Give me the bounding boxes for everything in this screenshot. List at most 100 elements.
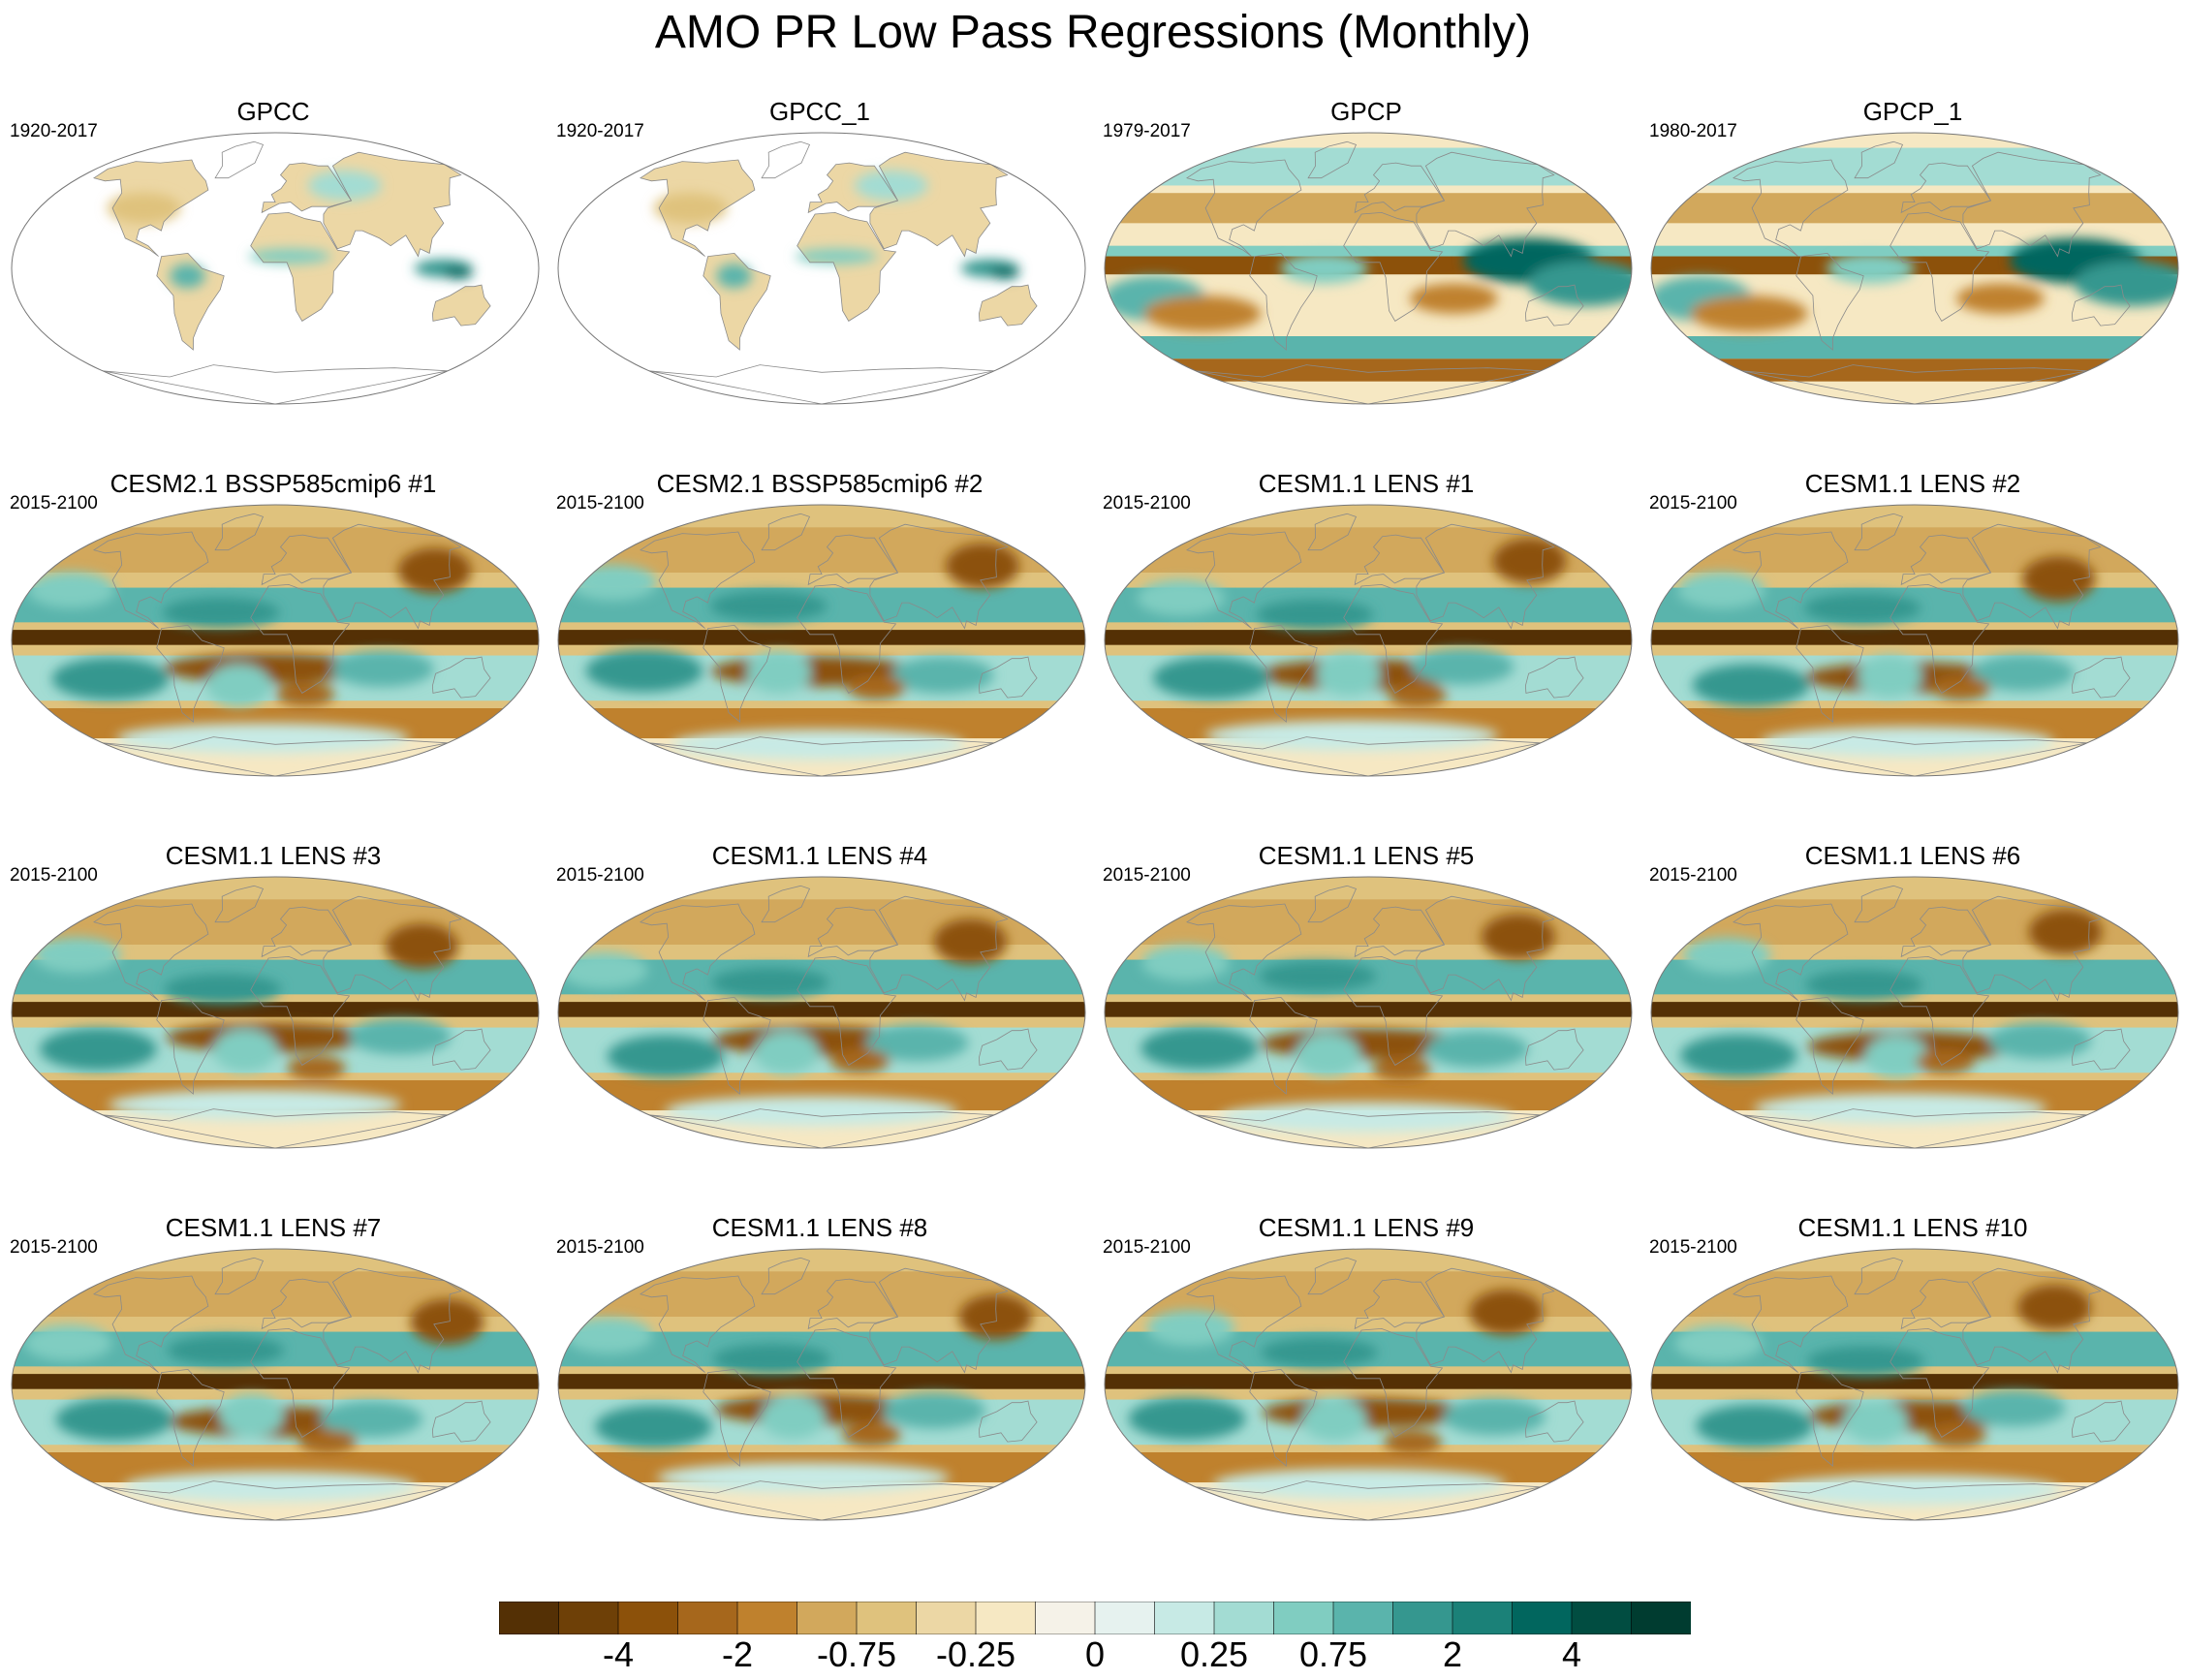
coastline-northAmerica — [640, 531, 756, 629]
coastline-africa — [796, 1327, 897, 1438]
colorbar-swatch — [975, 1602, 1037, 1634]
coastline-australia — [978, 1400, 1038, 1443]
panel-period: 2015-2100 — [556, 493, 644, 513]
map-panel: CESM1.1 LENS #5 2015-2100 — [1093, 841, 1640, 1199]
colorbar-swatch — [1571, 1602, 1633, 1634]
colorbar-swatch — [856, 1602, 918, 1634]
equatorial-band — [558, 630, 1085, 645]
coastline-greenland — [214, 885, 265, 923]
land-field-australia — [432, 285, 491, 327]
coastline-europe — [261, 906, 353, 958]
world-map — [11, 132, 540, 405]
coastline-northAmerica — [93, 1275, 209, 1373]
coastline-antarctica — [648, 1480, 995, 1520]
coastline-northAmerica — [1186, 903, 1302, 1001]
coastline-australia — [1524, 1028, 1584, 1071]
coastline-asia — [869, 523, 1009, 630]
map-panel: CESM1.1 LENS #4 2015-2100 — [546, 841, 1093, 1199]
coastline-europe — [261, 162, 353, 214]
coastline-southAmerica — [1796, 252, 1864, 351]
southern-ocean-band — [1651, 336, 2178, 359]
coastline-europe — [807, 534, 899, 586]
north-band — [1651, 1271, 2178, 1317]
world-map — [1104, 132, 1633, 405]
coastline-southAmerica — [1796, 624, 1864, 723]
panel-period: 2015-2100 — [1649, 1237, 1737, 1258]
coastline-greenland — [1307, 513, 1358, 551]
world-map — [557, 504, 1086, 777]
coastline-greenland — [1307, 1257, 1358, 1295]
coastline-northAmerica — [1733, 1275, 1849, 1373]
coastline-antarctica — [1741, 364, 2088, 404]
coastline-antarctica — [1741, 1480, 2088, 1520]
coastline-antarctica — [102, 1480, 449, 1520]
colorbar-swatch — [677, 1602, 738, 1634]
map-panel: CESM1.1 LENS #9 2015-2100 — [1093, 1213, 1640, 1571]
world-map — [1650, 132, 2179, 405]
equatorial-band — [12, 1374, 539, 1389]
panel-title: CESM1.1 LENS #7 — [165, 1213, 382, 1242]
colorbar-swatch — [1392, 1602, 1453, 1634]
coastline-europe — [261, 1278, 353, 1330]
midlat-north-band — [1105, 193, 1632, 224]
panel-title: GPCC — [236, 97, 310, 126]
coastline-antarctica — [1195, 1108, 1542, 1148]
coastline-asia — [1416, 151, 1555, 258]
panel-title: CESM1.1 LENS #1 — [1258, 469, 1475, 498]
panel-period: 2015-2100 — [556, 865, 644, 886]
colorbar-swatch — [1631, 1602, 1691, 1634]
coastline-greenland — [1854, 1257, 1904, 1295]
world-map — [1104, 504, 1633, 777]
colorbar-swatch — [1154, 1602, 1215, 1634]
coastline-australia — [431, 284, 491, 327]
coastline-northAmerica — [640, 1275, 756, 1373]
panel-title: CESM1.1 LENS #6 — [1804, 841, 2021, 870]
colorbar-tick-label: 2 — [1442, 1634, 1463, 1674]
coastline-southAmerica — [703, 996, 771, 1095]
coastline-asia — [1962, 523, 2102, 630]
coastline-asia — [323, 523, 462, 630]
colorbar-tick-label: -4 — [602, 1634, 635, 1674]
coastline-africa — [1343, 1327, 1444, 1438]
land-field-africa — [796, 212, 896, 322]
colorbar-tick-label: 0.75 — [1298, 1634, 1368, 1674]
coastline-southAmerica — [703, 252, 771, 351]
coastline-asia — [1416, 1267, 1555, 1374]
panel-title: CESM1.1 LENS #8 — [711, 1213, 928, 1242]
coastline-australia — [2071, 656, 2131, 699]
coastline-greenland — [1854, 513, 1904, 551]
coastline-southAmerica — [1796, 996, 1864, 1095]
equatorial-band — [558, 1374, 1085, 1389]
map-panel: CESM1.1 LENS #3 2015-2100 — [0, 841, 546, 1199]
panel-period: 2015-2100 — [10, 1237, 98, 1258]
coastline-antarctica — [1741, 736, 2088, 776]
coastline-australia — [431, 1028, 491, 1071]
coastline-asia — [869, 895, 1009, 1002]
coastline-australia — [978, 656, 1038, 699]
coastline-greenland — [1854, 140, 1904, 179]
coastline-africa — [1343, 211, 1444, 322]
panel-period: 2015-2100 — [1103, 1237, 1191, 1258]
panel-title: GPCC_1 — [768, 97, 871, 126]
coastline-africa — [796, 211, 897, 322]
coastline-northAmerica — [93, 903, 209, 1001]
coastline-asia — [1962, 151, 2102, 258]
coastline-southAmerica — [156, 252, 225, 351]
coastline-asia — [1416, 895, 1555, 1002]
panel-period: 1980-2017 — [1649, 121, 1737, 141]
coastline-europe — [807, 162, 899, 214]
coastline-southAmerica — [1249, 624, 1318, 723]
coastline-greenland — [214, 140, 265, 179]
coastline-greenland — [761, 1257, 811, 1295]
coastline-asia — [869, 151, 1009, 258]
figure-title: AMO PR Low Pass Regressions (Monthly) — [654, 7, 1532, 58]
map-panel: CESM1.1 LENS #8 2015-2100 — [546, 1213, 1093, 1571]
antarctic-band — [1105, 358, 1632, 382]
coastline-asia — [1962, 895, 2102, 1002]
coastline-africa — [250, 955, 351, 1066]
coastline-southAmerica — [156, 1368, 225, 1467]
coastline-africa — [250, 583, 351, 694]
coastline-greenland — [761, 140, 811, 179]
map-panel: GPCC_1 1920-2017 — [546, 97, 1093, 455]
coastline-australia — [978, 284, 1038, 327]
